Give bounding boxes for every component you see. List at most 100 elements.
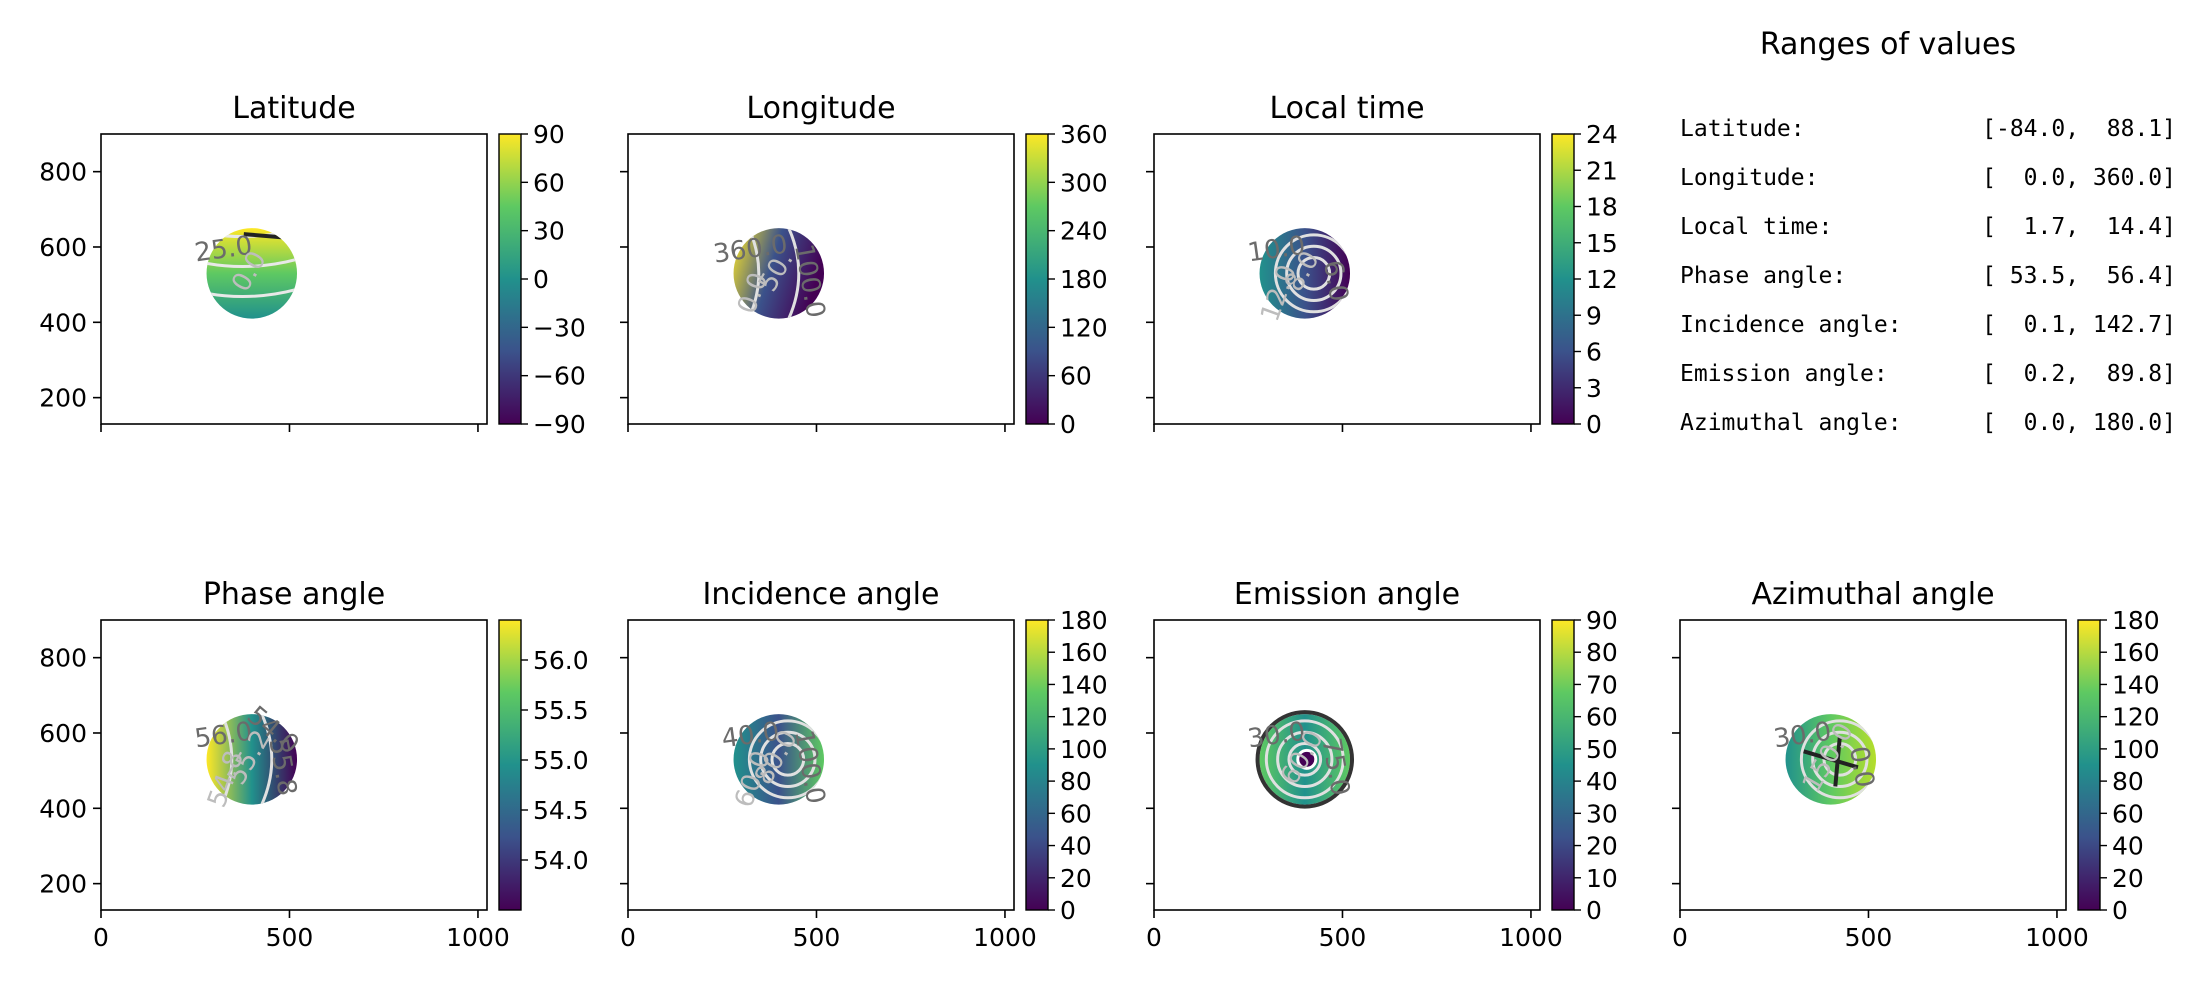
colorbar-tick-label: 15 bbox=[1586, 229, 1618, 258]
axes-frame bbox=[627, 619, 1015, 911]
y-tick-label: 200 bbox=[39, 870, 87, 899]
contour-line bbox=[302, 714, 312, 804]
contour-line bbox=[1296, 256, 1332, 291]
axes-frame bbox=[1153, 133, 1541, 425]
y-tick-label: 400 bbox=[39, 308, 87, 337]
colorbar-tick-label: 120 bbox=[1060, 703, 1108, 732]
colorbar-tick-label: 100 bbox=[2112, 735, 2160, 764]
colorbar-tick-label: 50 bbox=[1586, 735, 1618, 764]
panel-title: Latitude bbox=[232, 91, 355, 126]
colorbar-tick-label: 9 bbox=[1586, 301, 1602, 330]
contour-line bbox=[1273, 233, 1351, 314]
contour-lines bbox=[747, 719, 825, 800]
contour-line bbox=[206, 257, 298, 269]
range-label: Local time: bbox=[1680, 214, 1832, 240]
colorbar-tick-label: 20 bbox=[1060, 864, 1092, 893]
range-value: [ 0.0, 360.0] bbox=[1982, 165, 2176, 191]
x-tick-label: 0 bbox=[93, 923, 109, 952]
y-tick-label: 600 bbox=[39, 233, 87, 262]
colorbar-tick-label: 21 bbox=[1586, 156, 1618, 185]
contour-lines bbox=[1273, 233, 1351, 314]
x-tick-label: 500 bbox=[266, 923, 314, 952]
colorbar-tick-label: 0 bbox=[1586, 896, 1602, 925]
colorbar-tick-label: 90 bbox=[1586, 606, 1618, 635]
colorbar-tick-label: 0 bbox=[1586, 410, 1602, 439]
y-tick-label: 400 bbox=[39, 794, 87, 823]
colorbar-tick-label: 0 bbox=[1060, 896, 1076, 925]
contour-line bbox=[770, 742, 806, 777]
panels-layer: Latitude25.00.02004006008009060300−30−60… bbox=[39, 91, 2159, 952]
colorbar-tick-label: 60 bbox=[2112, 799, 2144, 828]
y-tick-label: 800 bbox=[39, 644, 87, 673]
colorbar-tick-label: 54.0 bbox=[533, 846, 589, 875]
x-tick-label: 0 bbox=[1672, 923, 1688, 952]
axes-frame bbox=[100, 619, 488, 911]
contour-line bbox=[220, 714, 234, 805]
axes-frame bbox=[1153, 619, 1541, 911]
range-value: [ 0.1, 142.7] bbox=[1982, 312, 2176, 338]
contour-line bbox=[747, 719, 825, 800]
contour-line bbox=[829, 228, 839, 318]
colorbar-tick-label: 0 bbox=[2112, 896, 2128, 925]
colorbar-tick-label: 90 bbox=[533, 120, 565, 149]
colorbar-tick-label: 240 bbox=[1060, 217, 1108, 246]
colorbar-tick-label: 140 bbox=[2112, 670, 2160, 699]
ranges-list: Latitude: [-84.0, 88.1] Longitude: [ 0.0, 3… bbox=[1680, 116, 2176, 436]
x-tick-label: 500 bbox=[1845, 923, 1893, 952]
colorbar-tick-label: 360 bbox=[1060, 120, 1108, 149]
range-label: Emission angle: bbox=[1680, 361, 1888, 387]
colorbar-tick-label: 20 bbox=[1586, 832, 1618, 861]
range-value: [ 53.5, 56.4] bbox=[1982, 263, 2176, 289]
range-label: Phase angle: bbox=[1680, 263, 1846, 289]
contour-line bbox=[1264, 719, 1345, 800]
x-tick-label: 0 bbox=[620, 923, 636, 952]
ranges-panel: Ranges of values Latitude: [-84.0, 88.1]L… bbox=[1680, 27, 2176, 436]
y-tick-label: 800 bbox=[39, 158, 87, 187]
panel-longitude: Longitude360.050.100.00.0360300240180120… bbox=[620, 91, 1108, 439]
x-tick-label: 1000 bbox=[446, 923, 510, 952]
range-label: Latitude: bbox=[1680, 116, 1805, 142]
range-value: [-84.0, 88.1] bbox=[1982, 116, 2176, 142]
axes-frame bbox=[627, 133, 1015, 425]
axes-frame bbox=[100, 133, 488, 425]
colorbar-tick-label: 20 bbox=[2112, 864, 2144, 893]
range-label: Longitude: bbox=[1680, 165, 1818, 191]
contour-line bbox=[1276, 730, 1334, 788]
colorbar bbox=[1551, 619, 1575, 911]
colorbar-tick-label: 40 bbox=[1586, 767, 1618, 796]
panel-title: Phase angle bbox=[203, 577, 385, 612]
contour-line bbox=[260, 714, 274, 805]
colorbar-tick-label: 160 bbox=[2112, 638, 2160, 667]
range-value: [ 0.0, 180.0] bbox=[1982, 410, 2176, 436]
contour-line bbox=[1833, 736, 1842, 787]
colorbar-tick-label: −90 bbox=[533, 410, 586, 439]
colorbar-tick-label: 56.0 bbox=[533, 646, 589, 675]
colorbar-tick-label: 60 bbox=[1060, 362, 1092, 391]
contour-label: 6.0 bbox=[1317, 258, 1354, 304]
contour-lines bbox=[220, 714, 312, 805]
colorbar-tick-label: 80 bbox=[1060, 767, 1092, 796]
contour-line bbox=[1803, 749, 1859, 770]
panel-title: Longitude bbox=[746, 91, 895, 126]
contour-line bbox=[1255, 710, 1355, 809]
colorbar-tick-label: 180 bbox=[1060, 606, 1108, 635]
colorbar bbox=[1551, 133, 1575, 425]
contour-line bbox=[1296, 748, 1318, 770]
colorbar-tick-label: 30 bbox=[1586, 799, 1618, 828]
colorbar-tick-label: 30 bbox=[533, 217, 565, 246]
colorbar-tick-label: 140 bbox=[1060, 670, 1108, 699]
x-tick-label: 1000 bbox=[1499, 923, 1563, 952]
contour-line bbox=[1811, 730, 1869, 788]
colorbar-tick-label: 60 bbox=[1586, 703, 1618, 732]
colorbar-tick-label: 160 bbox=[1060, 638, 1108, 667]
y-tick-label: 600 bbox=[39, 719, 87, 748]
x-tick-label: 1000 bbox=[2025, 923, 2089, 952]
colorbar-tick-label: 180 bbox=[1060, 265, 1108, 294]
range-label: Incidence angle: bbox=[1680, 312, 1902, 338]
range-value: [ 1.7, 14.4] bbox=[1982, 214, 2176, 240]
